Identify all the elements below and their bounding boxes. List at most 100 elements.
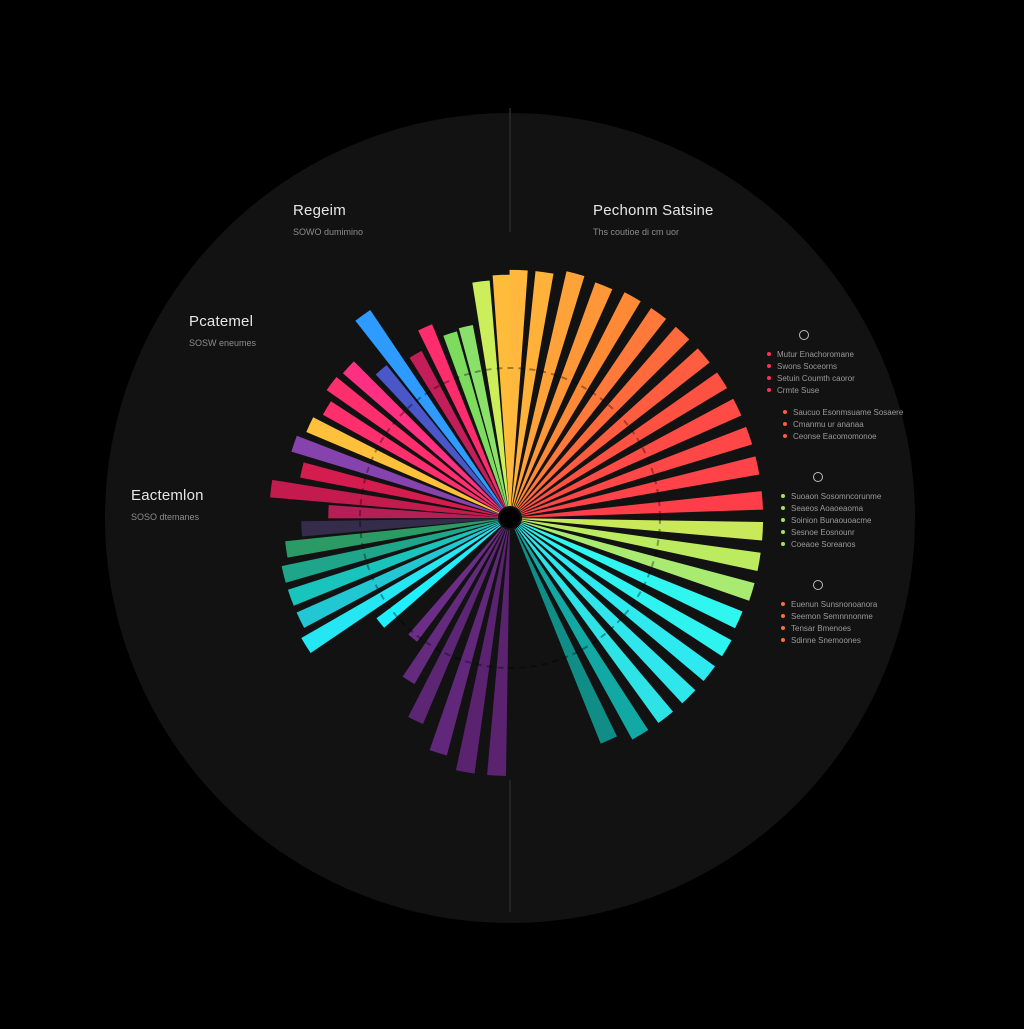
radial-bar <box>521 426 753 515</box>
label-left: Eactemlon SOSO dtemanes <box>131 487 204 522</box>
radial-bar <box>521 518 764 541</box>
legend-item-label: Crmte Suse <box>777 385 820 395</box>
legend-item-label: Coeaoe Soreanos <box>791 539 856 549</box>
radial-bar <box>518 526 696 704</box>
legend-item-label: Setuin Coumth caoror <box>777 373 855 383</box>
label-mid-left-title: Pcatemel <box>189 313 254 330</box>
radial-bar <box>287 521 499 606</box>
radial-bar <box>515 528 649 740</box>
radial-bar <box>511 271 554 507</box>
legend-dot-icon <box>767 388 771 392</box>
legend: Mutur Enachoromane Swons Soceorns Setuin… <box>767 330 903 676</box>
legend-item-label: Mutur Enachoromane <box>777 349 854 359</box>
radial-bar <box>514 282 613 508</box>
radial-bar <box>300 462 499 516</box>
legend-dot-icon <box>781 614 785 618</box>
legend-item: Setuin Coumth caoror <box>767 372 903 384</box>
radial-bar <box>291 435 499 515</box>
radial-bar <box>509 269 528 507</box>
legend-item: Tensar Bmenoes <box>781 622 903 634</box>
legend-dot-icon <box>781 602 785 606</box>
label-left-title: Eactemlon <box>131 487 204 504</box>
legend-item: Sdinne Snemoones <box>781 634 903 646</box>
radial-bar <box>487 529 510 776</box>
label-left-subtitle: SOSO dtemanes <box>131 512 200 522</box>
radial-bar <box>458 325 508 507</box>
radial-bar <box>285 519 499 558</box>
legend-dot-icon <box>781 530 785 534</box>
label-top-right-subtitle: Ths coutioe di cm uor <box>593 227 680 237</box>
legend-item-label: Suoaon Sosomncorunme <box>791 491 882 501</box>
legend-item-label: Seaeos Aoaoeaoma <box>791 503 864 513</box>
legend-item-label: Tensar Bmenoes <box>791 623 852 633</box>
legend-dot-icon <box>783 434 787 438</box>
legend-item: Euenun Sunsnonoanora <box>781 598 903 610</box>
radial-bar <box>519 525 716 682</box>
legend-item: Sesnoe Eosnounr <box>781 526 903 538</box>
radial-bar <box>521 521 755 601</box>
radial-bar <box>517 527 674 724</box>
radial-bar <box>408 528 506 724</box>
legend-item-label: Sesnoe Eosnounr <box>791 527 855 537</box>
radial-bar <box>270 479 499 517</box>
radial-bar <box>281 520 499 583</box>
legend-item: Seaeos Aoaoeaoma <box>781 502 903 514</box>
label-top-right-title: Pechonm Satsine <box>593 202 714 219</box>
legend-dot-icon <box>767 376 771 380</box>
legend-group-2: Suoaon Sosomncorunme Seaeos Aoaoeaoma So… <box>781 472 903 550</box>
radial-bar <box>521 456 760 516</box>
legend-item: Swons Soceorns <box>767 360 903 372</box>
radial-bar <box>521 519 761 572</box>
radial-bar <box>418 324 506 508</box>
legend-item-label: Seemon Semnnnonme <box>791 611 873 621</box>
legend-dot-icon <box>781 626 785 630</box>
radial-bar <box>520 398 742 514</box>
legend-dot-icon <box>781 542 785 546</box>
legend-dot-icon <box>783 422 787 426</box>
legend-dot-icon <box>781 638 785 642</box>
radial-bar <box>492 274 511 507</box>
radial-bar <box>408 527 503 642</box>
label-top-left-title: Regeim <box>293 202 346 219</box>
legend-dot-icon <box>781 506 785 510</box>
radial-bar <box>514 528 618 744</box>
legend-dot-icon <box>781 494 785 498</box>
radial-bar <box>515 292 641 508</box>
legend-item-label: Euenun Sunsnonoanora <box>791 599 878 609</box>
radial-bar <box>429 529 507 756</box>
radial-bar <box>520 523 732 657</box>
radial-bar <box>402 527 505 685</box>
radial-bar <box>472 280 509 507</box>
radial-bar <box>375 365 503 510</box>
legend-item: Soinion Bunaouoacme <box>781 514 903 526</box>
legend-item: Saucuo Esonmsuame Sosaere <box>783 406 903 418</box>
legend-marker-icon <box>799 330 809 340</box>
radial-bar <box>306 417 500 514</box>
radial-bar <box>443 331 507 507</box>
label-mid-left: Pcatemel SOSW eneumes <box>189 313 256 348</box>
center-hub <box>500 508 520 528</box>
legend-item: Crmte Suse <box>767 384 903 396</box>
legend-item: Suoaon Sosomncorunme <box>781 490 903 502</box>
legend-group-1: Mutur Enachoromane Swons Soceorns Setuin… <box>767 330 903 442</box>
legend-marker-icon <box>813 580 823 590</box>
radial-bar <box>376 525 501 628</box>
label-top-left-subtitle: SOWO dumimino <box>293 227 364 237</box>
label-top-right: Pechonm Satsine Ths coutioe di cm uor <box>593 202 714 237</box>
legend-item: Coeaoe Soreanos <box>781 538 903 550</box>
radial-bar <box>409 350 505 508</box>
legend-item-label: Saucuo Esonmsuame Sosaere <box>793 407 904 417</box>
legend-item: Mutur Enachoromane <box>767 348 903 360</box>
legend-dot-icon <box>767 364 771 368</box>
radial-bar <box>521 491 763 518</box>
radial-bar <box>322 401 500 513</box>
radial-bar <box>328 505 499 519</box>
radial-bar <box>301 518 499 537</box>
legend-item-label: Sdinne Snemoones <box>791 635 861 645</box>
legend-item: Seemon Semnnnonme <box>781 610 903 622</box>
radial-bar <box>512 271 585 507</box>
radial-bar <box>520 522 743 629</box>
radial-bar <box>355 309 504 509</box>
legend-marker-icon <box>813 472 823 482</box>
